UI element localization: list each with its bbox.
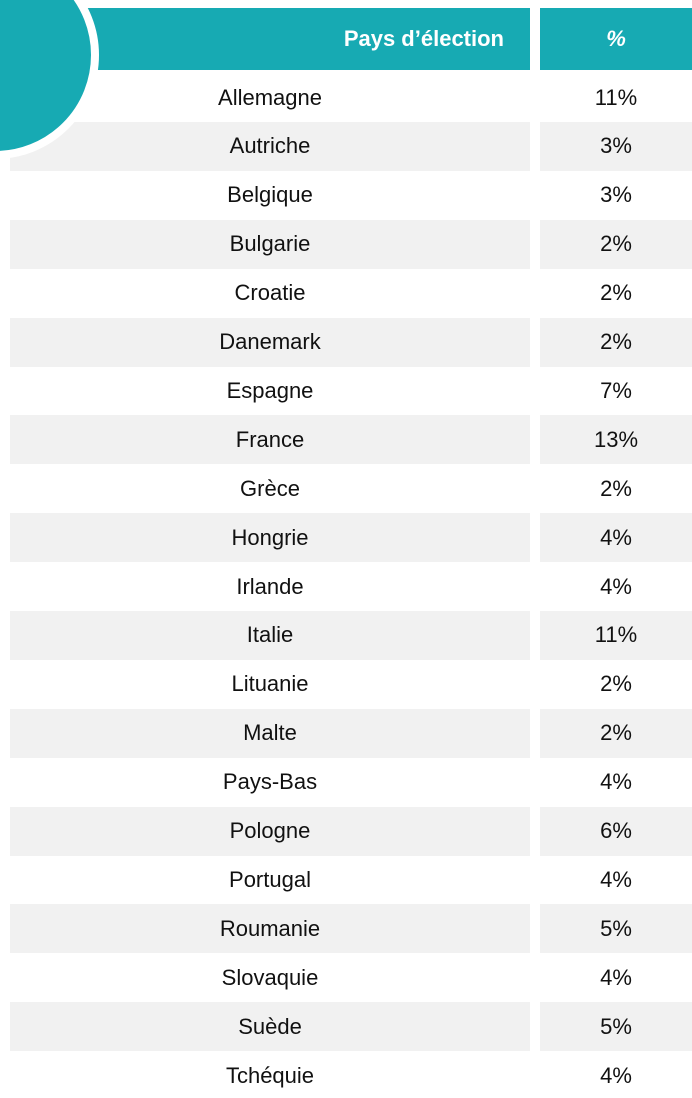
cell-country: Suède [10,1002,530,1052]
header-percent: % [540,8,692,70]
cell-country: Autriche [10,121,530,171]
cell-country: Croatie [234,280,306,306]
circle [0,0,99,159]
cell-country: Belgique [227,182,313,208]
cell-percent: 5% [540,904,692,954]
cell-country: Pays-Bas [222,769,318,795]
cell-percent: 2% [600,475,632,501]
cell-percent: 2% [600,280,632,306]
cell-percent: 2% [600,671,632,697]
cell-country: Pologne [10,806,530,856]
cell-country: Portugal [229,866,311,892]
cell-country: Espagne [226,377,314,403]
cell-percent: 11% [594,84,638,110]
cell-percent: 3% [600,182,632,208]
cell-country: Danemark [10,317,530,367]
decor-circle [0,0,99,159]
cell-percent: 6% [540,806,692,856]
cell-percent: 2% [540,708,692,758]
cell-percent: 5% [540,1002,692,1052]
cell-percent: 13% [540,415,692,465]
cell-country: Roumanie [10,904,530,954]
cell-country: Hongrie [10,513,530,563]
cell-country: Lituanie [231,671,309,697]
cell-percent: 2% [540,219,692,269]
cell-percent: 2% [540,317,692,367]
cell-country: Allemagne [218,84,322,110]
cell-country: Slovaquie [221,964,319,990]
cell-percent: 3% [540,121,692,171]
cell-percent: 4% [600,866,632,892]
cell-country: France [10,415,530,465]
cell-country: Grèce [240,475,300,501]
cell-country: Irlande [236,573,304,599]
cell-country: Tchéquie [225,1062,315,1088]
cell-percent: 4% [600,769,632,795]
cell-percent: 4% [600,573,632,599]
cell-country: Italie [10,610,530,660]
cell-country: Malte [10,708,530,758]
cell-percent: 7% [600,377,632,403]
cell-country: Bulgarie [10,219,530,269]
cell-percent: 11% [540,610,692,660]
cell-percent: 4% [540,513,692,563]
cell-percent: 4% [600,1062,632,1088]
cell-percent: 4% [600,964,632,990]
